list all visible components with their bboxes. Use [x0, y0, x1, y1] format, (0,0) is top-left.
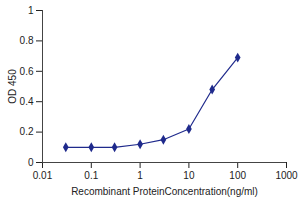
svg-text:0.2: 0.2 — [20, 126, 34, 137]
svg-text:0.1: 0.1 — [84, 170, 98, 181]
svg-text:0.6: 0.6 — [20, 66, 34, 77]
svg-text:1000: 1000 — [275, 170, 298, 181]
svg-text:0.01: 0.01 — [33, 170, 53, 181]
svg-text:10: 10 — [183, 170, 195, 181]
svg-text:0.8: 0.8 — [20, 35, 34, 46]
svg-text:1: 1 — [137, 170, 143, 181]
svg-text:100: 100 — [229, 170, 246, 181]
svg-text:1: 1 — [28, 5, 34, 16]
svg-text:OD 450: OD 450 — [7, 69, 18, 104]
svg-text:0.4: 0.4 — [20, 96, 34, 107]
svg-text:0: 0 — [28, 157, 34, 168]
svg-text:Recombinant ProteinConcentrati: Recombinant ProteinConcentration(ng/ml) — [71, 186, 258, 197]
